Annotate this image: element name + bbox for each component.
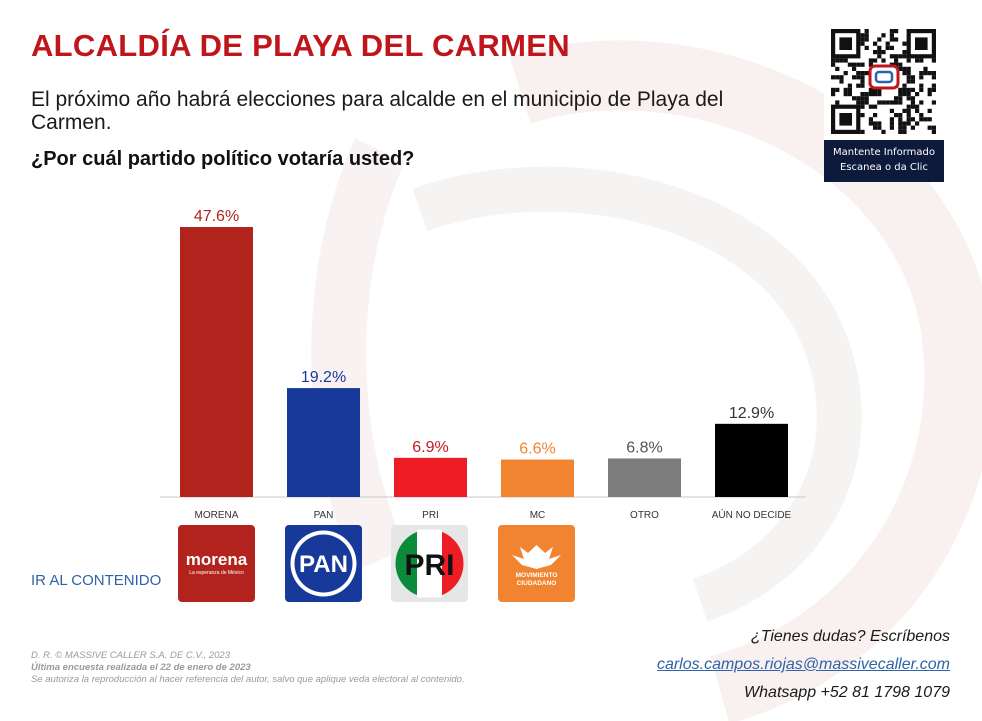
bar-mc <box>501 459 574 497</box>
contact-question: ¿Tienes dudas? Escríbenos <box>750 628 950 645</box>
qr-code[interactable] <box>824 22 944 140</box>
value-label: 19.2% <box>301 369 346 386</box>
qr-widget[interactable]: Mantente Informado Escanea o da Clic <box>822 22 946 182</box>
page-subtitle: El próximo año habrá elecciones para alc… <box>31 88 724 134</box>
contact-block: ¿Tienes dudas? Escríbenos carlos.campos.… <box>657 626 950 710</box>
value-label: 6.9% <box>412 439 448 456</box>
mc-logo-line1: MOVIMIENTO <box>516 572 558 579</box>
bar-morena <box>180 227 253 497</box>
value-label: 12.9% <box>729 405 774 422</box>
last-survey-text: Última encuesta realizada el 22 de enero… <box>31 662 251 673</box>
value-label: 47.6% <box>194 208 239 225</box>
qr-caption-line1: Mantente Informado <box>833 147 935 158</box>
morena-logo-text: morena <box>186 550 248 569</box>
ir-al-contenido-link[interactable]: IR AL CONTENIDO <box>31 572 162 589</box>
page-title: ALCALDÍA DE PLAYA DEL CARMEN <box>31 28 570 63</box>
mc-logo: MOVIMIENTO CIUDADANO <box>498 525 575 602</box>
contact-whatsapp: Whatsapp +52 81 1798 1079 <box>744 684 950 701</box>
morena-logo: morena La esperanza de México <box>178 525 255 602</box>
pri-logo: PRI <box>391 525 468 602</box>
pan-logo: PAN <box>285 525 362 602</box>
pri-logo-text: PRI <box>404 549 454 582</box>
qr-caption-line2: Escanea o da Clic <box>840 162 928 173</box>
value-label: 6.6% <box>519 441 555 458</box>
survey-question: ¿Por cuál partido político votaría usted… <box>31 148 415 170</box>
category-tick-label: MC <box>530 510 546 521</box>
mc-logo-line2: CIUDADANO <box>517 580 557 587</box>
contact-email-link[interactable]: carlos.campos.riojas@massivecaller.com <box>656 656 950 673</box>
category-tick-label: AÚN NO DECIDE <box>712 508 792 521</box>
morena-logo-tagline: La esperanza de México <box>189 570 244 576</box>
value-label: 6.8% <box>626 439 662 456</box>
bar-otro <box>608 458 681 497</box>
pan-logo-text: PAN <box>299 551 348 578</box>
bar-pri <box>394 457 467 497</box>
reproduction-notice: Se autoriza la reproducción al hacer ref… <box>31 674 465 685</box>
bar-a-n-no-decide <box>715 423 788 497</box>
qr-caption[interactable]: Mantente Informado Escanea o da Clic <box>824 140 944 182</box>
copyright-text: D. R. © MASSIVE CALLER S.A. DE C.V., 202… <box>31 650 231 661</box>
legal-notice: D. R. © MASSIVE CALLER S.A. DE C.V., 202… <box>31 650 491 686</box>
category-tick-label: PAN <box>314 510 334 521</box>
category-tick-label: MORENA <box>195 510 239 521</box>
qr-code-graphic <box>831 29 936 134</box>
bar-pan <box>287 388 360 497</box>
category-tick-label: PRI <box>422 510 439 521</box>
category-tick-label: OTRO <box>630 510 659 521</box>
